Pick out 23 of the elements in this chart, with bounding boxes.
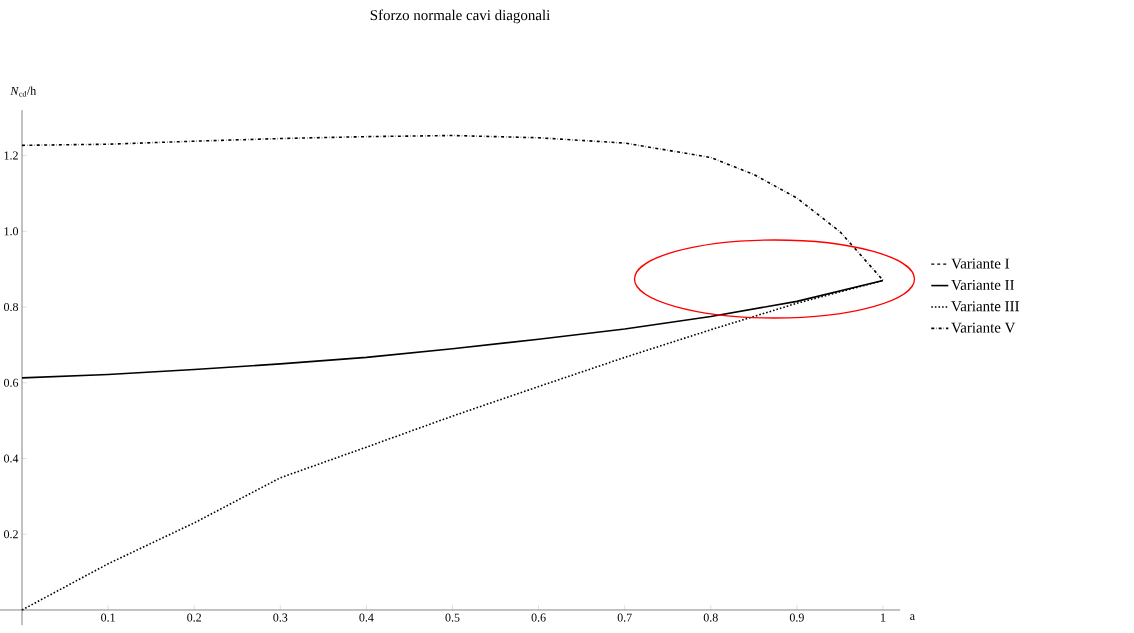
y-tick-label: 1.0	[4, 227, 19, 236]
x-tick-label: 0.9	[789, 613, 804, 622]
legend-label: Variante III	[951, 301, 1020, 312]
x-tick-label: 0.8	[703, 613, 718, 622]
x-tick-label: 0.2	[187, 613, 202, 622]
legend-label: Variante V	[951, 322, 1016, 333]
legend-label: Variante II	[951, 279, 1015, 290]
x-tick-label: 0.7	[617, 613, 632, 622]
x-tick-label: 0.5	[445, 613, 460, 622]
y-tick-label: 0.6	[4, 378, 19, 387]
x-tick-label: 0.4	[359, 613, 374, 622]
chart-title: Sforzo normale cavi diagonali	[370, 9, 550, 24]
y-tick-label: 0.4	[4, 454, 19, 463]
y-tick-label: 0.2	[4, 530, 18, 539]
x-tick-label: 0.1	[101, 613, 115, 622]
legend-label: Variante I	[951, 258, 1010, 269]
x-axis-title: a	[910, 614, 915, 620]
y-tick-label: 0.8	[4, 302, 19, 312]
y-axis-title: N$_{cd}$/h	[10, 86, 37, 97]
y-tick-label: 1.2	[4, 151, 18, 160]
x-tick-label: 0.3	[273, 613, 288, 622]
x-tick-label: 1	[881, 613, 886, 622]
x-tick-label: 0.6	[531, 613, 546, 622]
